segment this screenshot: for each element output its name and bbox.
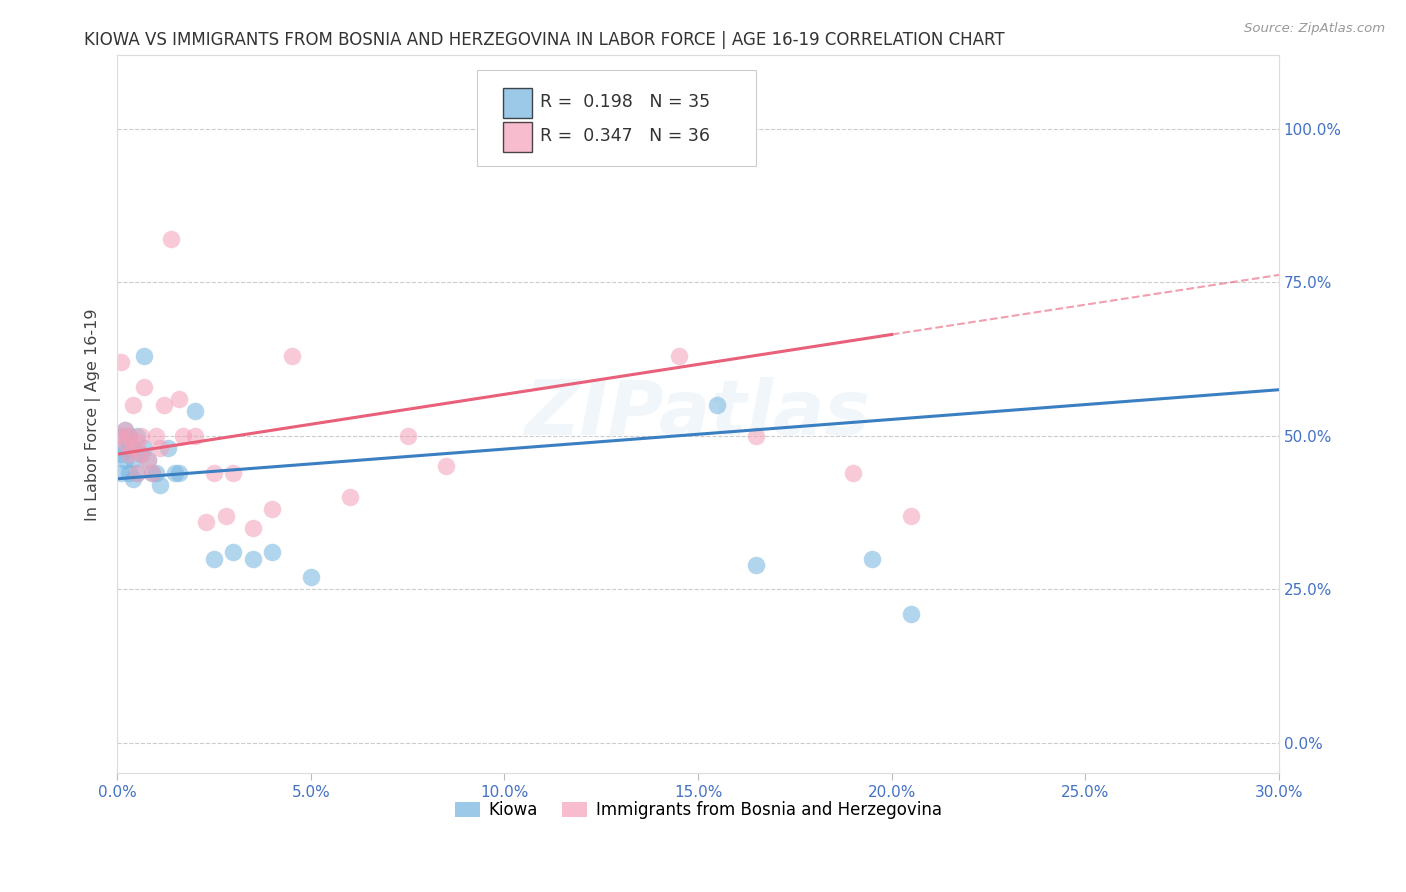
Legend: Kiowa, Immigrants from Bosnia and Herzegovina: Kiowa, Immigrants from Bosnia and Herzeg… [449, 795, 948, 826]
Text: ZIPatlas: ZIPatlas [524, 377, 872, 451]
Point [183, 429, 205, 443]
Point [134, 441, 156, 455]
Point [167, 392, 190, 406]
Point [900, 607, 922, 621]
Point [668, 349, 690, 363]
Point [114, 453, 136, 467]
FancyBboxPatch shape [503, 88, 531, 119]
Point [242, 521, 264, 535]
Point [860, 551, 883, 566]
Point [167, 466, 190, 480]
Point [145, 429, 167, 443]
Point [145, 466, 167, 480]
Point [129, 429, 152, 443]
FancyBboxPatch shape [503, 122, 531, 153]
Point [118, 447, 141, 461]
Point [114, 423, 136, 437]
Point [110, 447, 132, 461]
Point [165, 466, 187, 480]
Point [152, 398, 174, 412]
Point [222, 466, 245, 480]
Point [183, 404, 205, 418]
Point [125, 429, 148, 443]
Point [745, 429, 768, 443]
Point [262, 545, 284, 559]
Point [121, 472, 143, 486]
Point [706, 398, 728, 412]
Point [280, 349, 302, 363]
Point [202, 551, 225, 566]
Point [141, 466, 163, 480]
Point [110, 429, 132, 443]
Point [842, 466, 865, 480]
Point [125, 434, 148, 449]
Point [129, 447, 152, 461]
Point [121, 398, 143, 412]
Point [160, 232, 183, 246]
Point [118, 429, 141, 443]
Point [125, 466, 148, 480]
Point [900, 508, 922, 523]
FancyBboxPatch shape [478, 70, 756, 167]
Text: R =  0.198   N = 35: R = 0.198 N = 35 [540, 93, 710, 111]
Point [118, 429, 141, 443]
Point [202, 466, 225, 480]
Point [299, 570, 322, 584]
Point [141, 466, 163, 480]
Point [110, 355, 132, 369]
Text: KIOWA VS IMMIGRANTS FROM BOSNIA AND HERZEGOVINA IN LABOR FORCE | AGE 16-19 CORRE: KIOWA VS IMMIGRANTS FROM BOSNIA AND HERZ… [84, 31, 1005, 49]
Point [195, 515, 218, 529]
Point [118, 434, 141, 449]
Point [110, 429, 132, 443]
Point [745, 558, 768, 572]
Y-axis label: In Labor Force | Age 16-19: In Labor Force | Age 16-19 [86, 308, 101, 521]
Point [262, 502, 284, 516]
Point [129, 447, 152, 461]
Point [396, 429, 419, 443]
Point [110, 466, 132, 480]
Point [118, 466, 141, 480]
Point [121, 453, 143, 467]
Point [149, 441, 172, 455]
Point [242, 551, 264, 566]
Point [222, 545, 245, 559]
Text: R =  0.347   N = 36: R = 0.347 N = 36 [540, 127, 710, 145]
Text: Source: ZipAtlas.com: Source: ZipAtlas.com [1244, 22, 1385, 36]
Point [121, 441, 143, 455]
Point [436, 459, 458, 474]
Point [149, 478, 172, 492]
Point [114, 434, 136, 449]
Point [134, 349, 156, 363]
Point [114, 423, 136, 437]
Point [125, 466, 148, 480]
Point [114, 441, 136, 455]
Point [215, 508, 238, 523]
Point [136, 453, 159, 467]
Point [134, 379, 156, 393]
Point [136, 453, 159, 467]
Point [156, 441, 179, 455]
Point [172, 429, 194, 443]
Point [121, 441, 143, 455]
Point [339, 490, 361, 504]
